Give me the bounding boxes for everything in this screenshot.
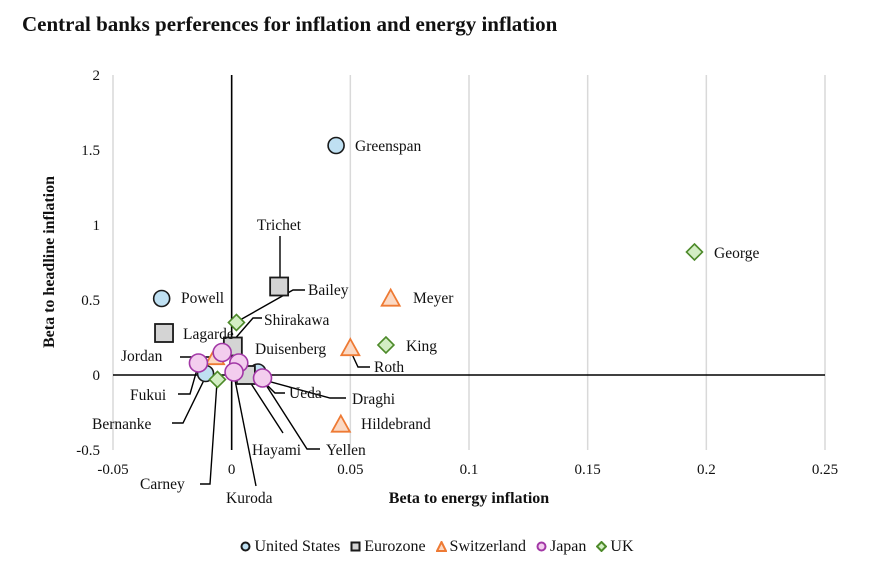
data-point-lagarde — [154, 323, 174, 343]
data-label: Duisenberg — [255, 341, 326, 358]
data-label: Powell — [181, 290, 224, 307]
chart-title: Central banks perferences for inflation … — [22, 12, 558, 36]
data-label: Hayami — [252, 442, 302, 459]
data-point-kuroda — [224, 362, 244, 382]
x-tick-label: 0.15 — [575, 462, 601, 478]
legend-circle-icon — [240, 541, 251, 552]
legend-circle-icon — [536, 541, 547, 552]
legend: United States Eurozone Switzerland Japan UK — [0, 538, 874, 556]
y-tick-label: 2 — [93, 68, 101, 84]
data-label: Yellen — [326, 442, 366, 459]
data-label: Carney — [140, 476, 185, 493]
y-tick-label: 0 — [93, 368, 101, 384]
legend-label: Eurozone — [364, 538, 426, 555]
leader-line — [258, 373, 320, 450]
data-label: King — [406, 338, 437, 355]
data-label: Fukui — [130, 387, 167, 404]
x-tick-label: 0.1 — [460, 462, 479, 478]
legend-label: UK — [610, 538, 634, 555]
x-tick-label: 0.05 — [337, 462, 363, 478]
leader-line — [200, 381, 218, 485]
leader-line — [172, 375, 207, 424]
data-point-king — [376, 335, 396, 355]
data-point-carney — [208, 370, 227, 389]
data-point-bailey — [227, 313, 246, 332]
legend-item: Switzerland — [434, 538, 526, 556]
leader-line — [239, 289, 305, 321]
data-label: Draghi — [352, 391, 396, 408]
y-tick-label: 0.5 — [81, 293, 100, 309]
legend-diamond-icon — [595, 540, 608, 553]
leader-line — [178, 365, 199, 395]
data-label: Bernanke — [92, 416, 152, 433]
data-label: Kuroda — [226, 490, 273, 507]
leader-line — [233, 374, 257, 487]
leader-line — [350, 351, 370, 368]
y-axis-title: Beta to headline inflation — [41, 176, 58, 348]
data-label: Hildebrand — [361, 416, 431, 433]
x-tick-label: 0.25 — [812, 462, 838, 478]
legend-triangle-icon — [434, 539, 448, 552]
data-label: Lagarde — [183, 326, 234, 343]
y-tick-label: -0.5 — [76, 443, 100, 459]
data-label: Bailey — [308, 282, 349, 299]
data-point-greenspan — [327, 136, 345, 155]
data-label: Greenspan — [355, 138, 422, 155]
x-tick-label: 0.2 — [697, 462, 716, 478]
data-point-powell — [152, 289, 171, 308]
data-label: Jordan — [121, 348, 163, 365]
data-label: Trichet — [257, 217, 302, 234]
data-point-george — [685, 242, 704, 262]
x-tick-label: 0 — [228, 462, 236, 478]
legend-label: United States — [254, 538, 341, 555]
legend-label: Japan — [549, 538, 587, 555]
data-point-roth — [339, 337, 361, 357]
data-label: Meyer — [413, 290, 454, 307]
legend-square-icon — [350, 541, 361, 552]
data-label: Shirakawa — [264, 312, 330, 329]
data-point-trichet — [269, 276, 290, 297]
legend-item: United States — [240, 538, 340, 556]
legend-item: UK — [595, 538, 634, 556]
legend-label: Switzerland — [449, 538, 526, 555]
leader-line — [248, 375, 346, 399]
y-tick-label: 1 — [93, 218, 101, 234]
legend-item: Eurozone — [350, 538, 426, 556]
data-point-hildebrand — [330, 413, 352, 433]
data-label: Roth — [374, 359, 404, 376]
x-tick-label: -0.05 — [97, 462, 128, 478]
data-point-meyer — [380, 287, 402, 307]
data-label: Ueda — [289, 385, 322, 402]
y-tick-label: 1.5 — [81, 143, 100, 159]
legend-item: Japan — [536, 538, 586, 556]
data-point-shirakawa — [212, 342, 232, 363]
data-label: George — [714, 245, 759, 262]
data-point-ueda — [252, 368, 273, 388]
x-axis-title: Beta to energy inflation — [389, 490, 550, 507]
data-point-fukui — [188, 353, 209, 373]
